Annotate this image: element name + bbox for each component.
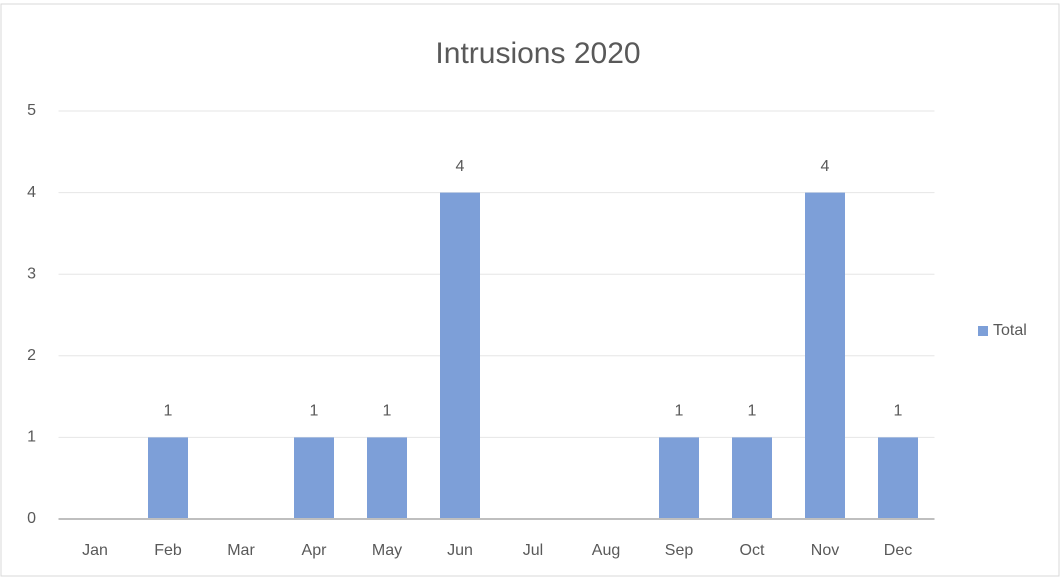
data-label: 1	[164, 403, 173, 420]
chart-title: Intrusions 2020	[435, 37, 640, 70]
bar	[805, 192, 845, 519]
bar	[294, 437, 334, 519]
data-label: 4	[821, 158, 830, 175]
data-label: 1	[894, 403, 903, 420]
x-tick-label: Dec	[884, 542, 912, 559]
y-tick-label: 3	[27, 265, 36, 282]
x-tick-label: Jun	[447, 542, 473, 559]
x-tick-label: Jul	[523, 542, 543, 559]
data-label: 1	[675, 403, 684, 420]
bar	[440, 192, 480, 519]
bar	[659, 437, 699, 519]
x-tick-label: Sep	[665, 542, 694, 559]
x-tick-label: Nov	[811, 542, 839, 559]
data-label: 1	[383, 403, 392, 420]
legend-label: Total	[993, 322, 1027, 339]
bar	[148, 437, 188, 519]
data-label: 4	[456, 158, 465, 175]
x-tick-label: Jan	[82, 542, 108, 559]
x-tick-label: Apr	[302, 542, 328, 559]
bar	[367, 437, 407, 519]
x-tick-label: May	[372, 542, 402, 559]
x-tick-label: Mar	[227, 542, 255, 559]
bar	[732, 437, 772, 519]
x-tick-label: Feb	[154, 542, 182, 559]
y-tick-label: 1	[27, 429, 36, 446]
data-label: 1	[748, 403, 757, 420]
bar	[878, 437, 918, 519]
y-tick-label: 5	[27, 102, 36, 119]
x-tick-label: Oct	[740, 542, 765, 559]
data-label: 1	[310, 403, 319, 420]
x-tick-label: Aug	[592, 542, 620, 559]
y-tick-label: 4	[27, 184, 36, 201]
y-tick-label: 0	[27, 510, 36, 527]
y-tick-label: 2	[27, 347, 36, 364]
legend-swatch	[978, 326, 988, 336]
